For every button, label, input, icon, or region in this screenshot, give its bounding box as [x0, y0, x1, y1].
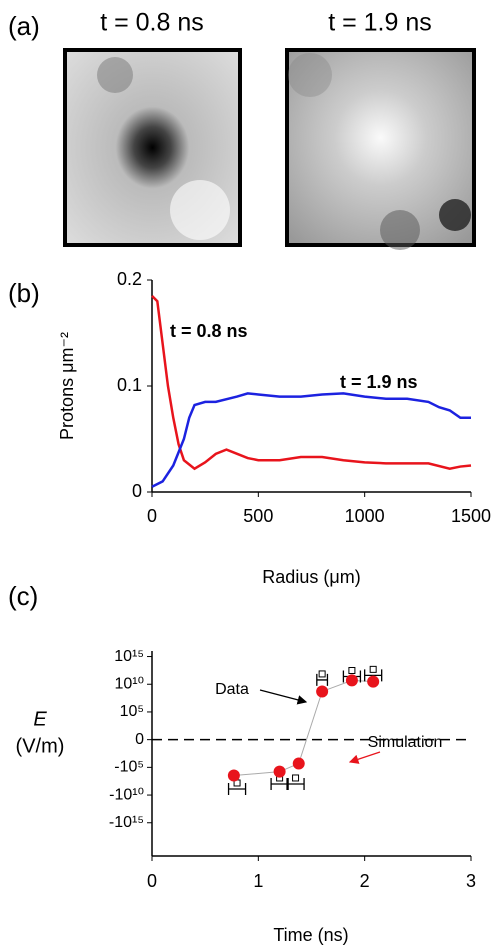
panel-label: (c) [8, 581, 38, 611]
legend-label: Data [215, 681, 249, 698]
legend-label: Simulation [368, 734, 443, 751]
annotation-arrow [259, 689, 308, 705]
y-axis-label: Protons μm⁻² [57, 332, 77, 440]
error-bar [364, 669, 383, 682]
series-line [151, 392, 471, 488]
series-label: t = 1.9 ns [340, 372, 418, 392]
y-tick-label: 10⁵ [120, 703, 144, 720]
sim-point [273, 765, 286, 778]
image-title: t = 0.8 ns [100, 9, 204, 37]
x-tick-label: 1500 [451, 506, 491, 526]
y-tick-label: 10¹⁰ [114, 675, 144, 692]
data-point [348, 666, 356, 674]
y-axis-label: E [33, 708, 47, 730]
error-bar [316, 673, 329, 686]
panel-label: (b) [8, 278, 40, 308]
y-tick-label: -10¹⁰ [109, 786, 144, 803]
data-point [292, 774, 300, 782]
y-axis-unit: (V/m) [16, 735, 65, 757]
y-tick-label: 0 [132, 481, 142, 501]
sim-point [316, 685, 329, 698]
y-tick-label: 0.1 [117, 375, 142, 395]
x-tick-label: 3 [466, 871, 476, 891]
x-tick-label: 0 [147, 871, 157, 891]
data-point [369, 665, 377, 673]
x-tick-label: 0 [147, 506, 157, 526]
sim-point [292, 757, 305, 770]
y-tick-label: 0 [135, 731, 144, 748]
image-texture [439, 199, 471, 231]
y-tick-label: -10⁵ [114, 759, 144, 776]
x-tick-label: 1000 [345, 506, 385, 526]
x-tick-label: 500 [243, 506, 273, 526]
error-bar [227, 782, 247, 795]
sim-point [345, 674, 358, 687]
series-line [151, 295, 472, 471]
sim-point [227, 769, 240, 782]
x-tick-label: 1 [253, 871, 263, 891]
error-bar [286, 777, 305, 790]
panel-label: (a) [8, 11, 40, 41]
image-title: t = 1.9 ns [328, 9, 432, 37]
x-axis-label: Radius (μm) [262, 567, 360, 587]
series-label: t = 0.8 ns [170, 321, 248, 341]
image-texture [380, 210, 420, 250]
image-texture [170, 180, 230, 240]
y-tick-label: 0.2 [117, 269, 142, 289]
y-tick-label: -10¹⁵ [109, 814, 144, 831]
x-axis-label: Time (ns) [273, 925, 348, 945]
data-point [318, 670, 326, 678]
y-tick-label: 10¹⁵ [114, 648, 144, 665]
image-texture [288, 53, 332, 97]
annotation-arrow [348, 751, 381, 764]
sim-point [367, 675, 380, 688]
x-tick-label: 2 [360, 871, 370, 891]
image-texture [97, 57, 133, 93]
